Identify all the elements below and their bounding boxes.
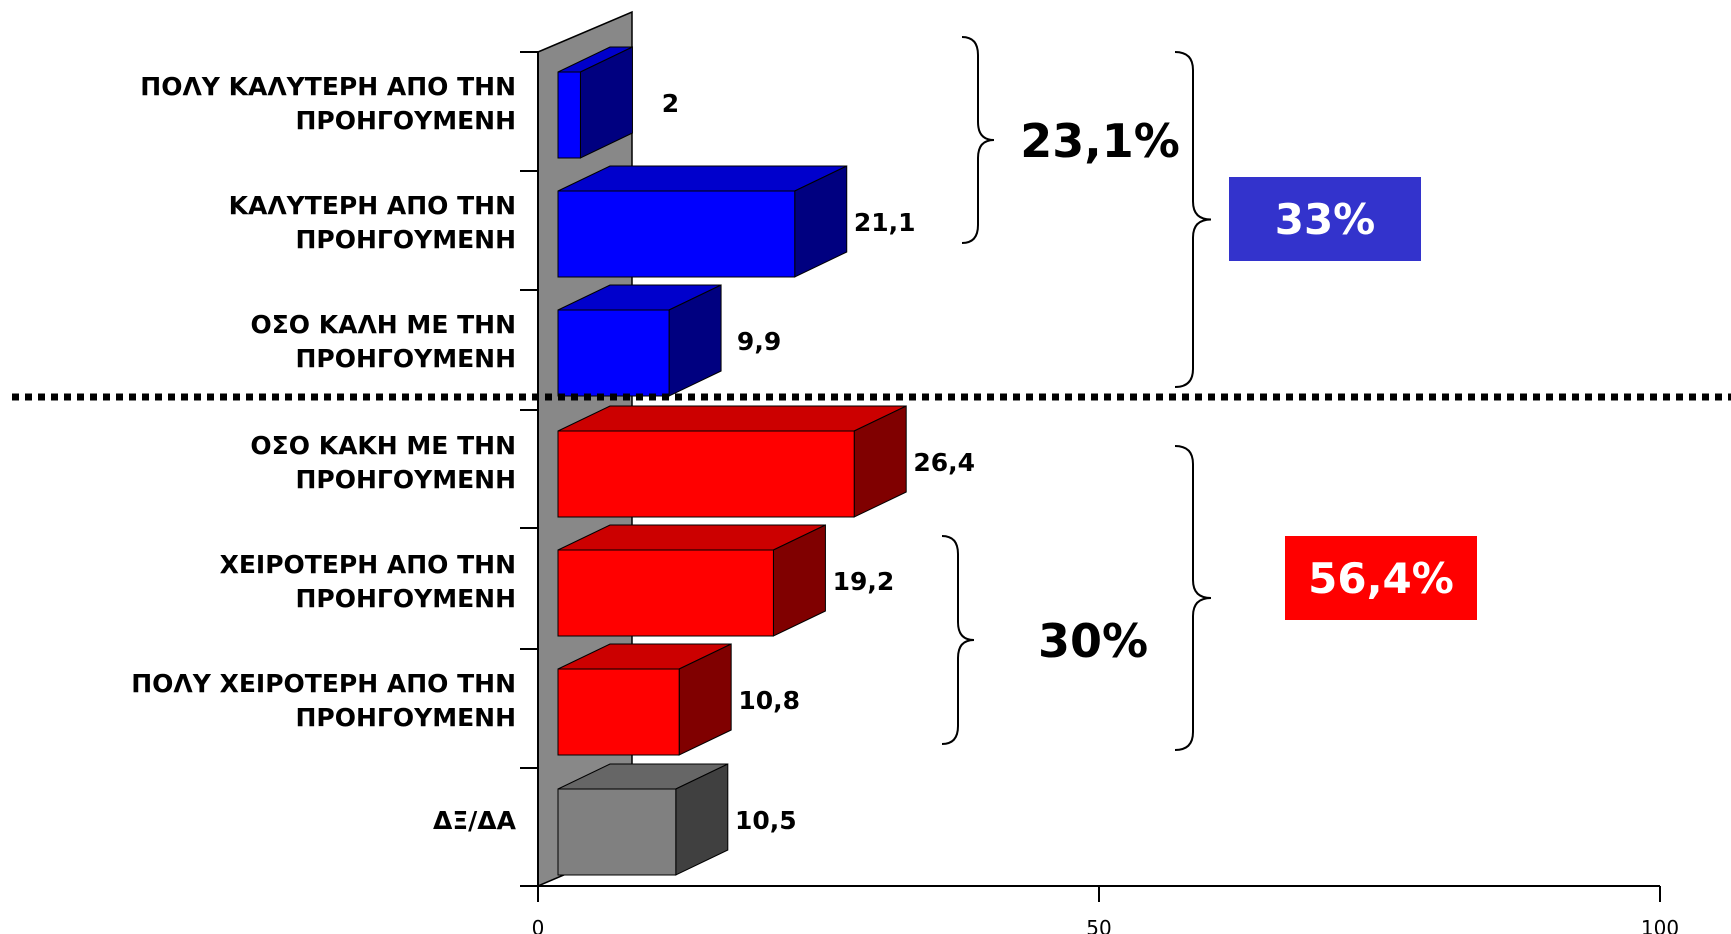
- category-label: ΠΟΛΥ ΚΑΛΥΤΕΡΗ ΑΠΟ ΤΗΝ ΠΡΟΗΓΟΥΜΕΝΗ: [140, 72, 516, 135]
- bar-front: [557, 549, 774, 637]
- total-box-label: 56,4%: [1308, 554, 1454, 603]
- bar-front: [557, 71, 581, 159]
- data-label: 26,4: [913, 448, 975, 477]
- data-label: 10,5: [735, 806, 797, 835]
- data-label: 10,8: [738, 686, 800, 715]
- data-label: 19,2: [833, 567, 895, 596]
- data-label: 2: [662, 89, 679, 118]
- bar-front: [557, 190, 796, 278]
- category-label: ΚΑΛΥΤΕΡΗ ΑΠΟ ΤΗΝ ΠΡΟΗΓΟΥΜΕΝΗ: [229, 191, 516, 254]
- group-brace: [961, 36, 995, 244]
- group-total-label: 30%: [1038, 614, 1148, 668]
- category-label: ΟΣΟ ΚΑΛΗ ΜΕ ΤΗΝ ΠΡΟΗΓΟΥΜΕΝΗ: [250, 310, 516, 373]
- bar: [557, 524, 826, 637]
- data-label: 21,1: [854, 208, 916, 237]
- group-brace: [1174, 445, 1212, 751]
- group-brace: [1174, 51, 1212, 388]
- bar-top: [557, 405, 907, 432]
- total-box: [1229, 177, 1421, 261]
- x-tick-label: 0: [532, 916, 545, 934]
- category-label: ΔΞ/ΔΑ: [433, 806, 517, 835]
- total-box: [1285, 536, 1477, 620]
- bar: [557, 643, 732, 756]
- bar: [557, 763, 729, 876]
- bar-front: [557, 430, 855, 518]
- bar: [557, 46, 633, 159]
- category-label: ΟΣΟ ΚΑΚΗ ΜΕ ΤΗΝ ΠΡΟΗΓΟΥΜΕΝΗ: [250, 431, 516, 494]
- category-label: ΧΕΙΡΟΤΕΡΗ ΑΠΟ ΤΗΝ ΠΡΟΗΓΟΥΜΕΝΗ: [220, 550, 516, 613]
- group-total-label: 23,1%: [1020, 114, 1180, 168]
- bar-front: [557, 788, 677, 876]
- bar-front: [557, 309, 670, 397]
- x-tick-label: 100: [1641, 916, 1679, 934]
- bar: [557, 405, 907, 518]
- category-label: ΠΟΛΥ ΧΕΙΡΟΤΕΡΗ ΑΠΟ ΤΗΝ ΠΡΟΗΓΟΥΜΕΝΗ: [131, 669, 516, 732]
- x-tick-label: 50: [1086, 916, 1111, 934]
- bar: [557, 284, 722, 397]
- data-label: 9,9: [737, 327, 781, 356]
- bar-front: [557, 668, 680, 756]
- bar: [557, 165, 848, 278]
- group-brace: [941, 535, 975, 745]
- total-box-label: 33%: [1275, 195, 1376, 244]
